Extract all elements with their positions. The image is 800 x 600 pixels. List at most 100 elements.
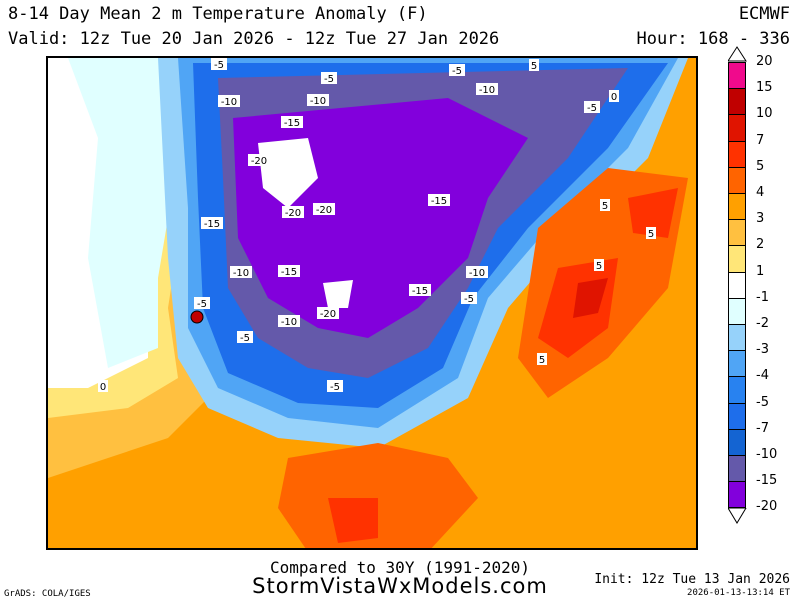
colorbar-label: 4 [756,185,765,200]
colorbar-swatch [728,114,746,142]
map-title: 8-14 Day Mean 2 m Temperature Anomaly (F… [8,4,428,24]
generated-timestamp: 2026-01-13-13:14 ET [687,588,790,598]
colorbar-label: -5 [756,394,769,410]
contour-label: -15 [201,217,223,230]
contour-label-text: -20 [316,205,332,216]
contour-label: -20 [317,307,339,320]
contour-label: -5 [321,72,337,85]
colorbar-label: 7 [756,132,765,148]
colorbar-swatch [728,88,746,116]
contour-label: 5 [600,199,610,212]
colorbar-label: -1 [756,289,769,305]
contour-label: -10 [476,83,498,96]
colorbar-swatch [728,324,746,352]
contour-label-text: -5 [324,74,334,85]
contour-label: -20 [248,154,270,167]
contour-labels: -5 -5 -5 5 -10 -10 -10 -5 -15 -20 -20 -20 -15 -15 5 5 -1… [98,58,656,393]
contour-label-text: -15 [412,286,428,297]
colorbar-swatch [728,271,746,299]
colorbar-swatch [728,193,746,221]
colorbar-swatch [728,455,746,483]
anomaly-region-warm7 [538,188,678,358]
anomaly-region-warm-south2 [328,498,378,543]
site-watermark: StormVistaWxModels.com [252,574,548,598]
model-name: ECMWF [738,4,790,24]
climatology-note: Compared to 30Y (1991-2020) [269,558,531,577]
contour-label-text: 5 [648,229,654,240]
colorbar-swatch [728,219,746,247]
contour-label-text: -5 [587,103,597,114]
colorbar-label: -3 [756,342,769,358]
contour-label: -5 [211,58,227,71]
anomaly-region-warm10 [573,278,608,318]
contour-label-text: -15 [204,219,220,230]
contour-label-text: -10 [221,97,237,108]
contour-label: -20 [282,206,304,219]
contour-label-text: -15 [284,118,300,129]
temperature-anomaly-map: -5 -5 -5 5 -10 -10 -10 -5 -15 -20 -20 -20 -15 -15 5 5 -1… [46,56,698,550]
contour-label-text: -10 [479,85,495,96]
contour-label-text: 5 [602,201,608,212]
anomaly-region-minus20 [258,138,353,308]
colorbar-top-arrow-icon [728,46,747,62]
contour-label: 5 [594,259,604,272]
colorbar-swatch [728,297,746,325]
colorbar-label: 2 [756,237,765,253]
colorbar-swatch [728,428,746,456]
contour-label: -5 [461,292,477,305]
contour-label-text: -5 [452,66,462,77]
contour-label-text: 5 [531,61,537,72]
valid-period: Valid: 12z Tue 20 Jan 2026 - 12z Tue 27 … [8,29,500,49]
contour-label: 5 [537,353,547,366]
contour-label: -5 [584,101,600,114]
contour-label: -5 [237,331,253,344]
contour-label-text: -20 [320,309,336,320]
contour-label-text: -20 [251,156,267,167]
colorbar-label: 15 [756,80,773,96]
contour-label: -10 [466,266,488,279]
contour-label: -20 [313,203,335,216]
contour-label-text: -15 [431,196,447,207]
colorbar-swatch [728,140,746,168]
contour-label-text: -5 [197,299,207,310]
contour-label: -10 [218,95,240,108]
contour-label: 5 [646,227,656,240]
colorbar-label: -20 [756,499,778,515]
grads-credit: GrADS: COLA/IGES [4,589,91,599]
contour-label-text: 5 [596,261,602,272]
colorbar-label: 3 [756,211,765,227]
contour-label-text: 0 [611,92,617,103]
contour-label-text: -10 [310,96,326,107]
colorbar-swatch [728,402,746,430]
colorbar-swatch [728,376,746,404]
contour-label-text: -20 [285,208,301,219]
init-time: Init: 12z Tue 13 Jan 2026 [594,572,790,587]
contour-label-text: -10 [469,268,485,279]
contour-label: -10 [230,266,252,279]
contour-label-text: -10 [233,268,249,279]
contour-label-text: -5 [330,382,340,393]
contour-label-text: 5 [539,355,545,366]
anomaly-region-warm-south [278,443,478,548]
colorbar-swatch [728,166,746,194]
contour-label-text: -5 [214,60,224,71]
contour-label: -5 [449,64,465,77]
contour-label-text: -5 [240,333,250,344]
colorbar-label: -10 [756,447,778,462]
colorbar-label: 1 [756,263,765,279]
contour-label: -10 [307,94,329,107]
colorbar-swatch [728,481,746,509]
colorbar-swatch [728,350,746,378]
colorbar-swatch [728,62,746,90]
colorbar-label: -7 [756,420,769,436]
contour-label-text: 0 [100,382,106,393]
colorbar-label: 10 [756,106,773,122]
contour-label: -15 [409,284,431,297]
colorbar-bottom-arrow-icon [728,508,747,525]
anomaly-spot-utah [190,310,204,324]
contour-label-text: -15 [281,267,297,278]
contour-label: -5 [194,297,210,310]
colorbar-label: -15 [756,473,778,489]
contour-label: 0 [609,90,619,103]
contour-label: -10 [278,315,300,328]
